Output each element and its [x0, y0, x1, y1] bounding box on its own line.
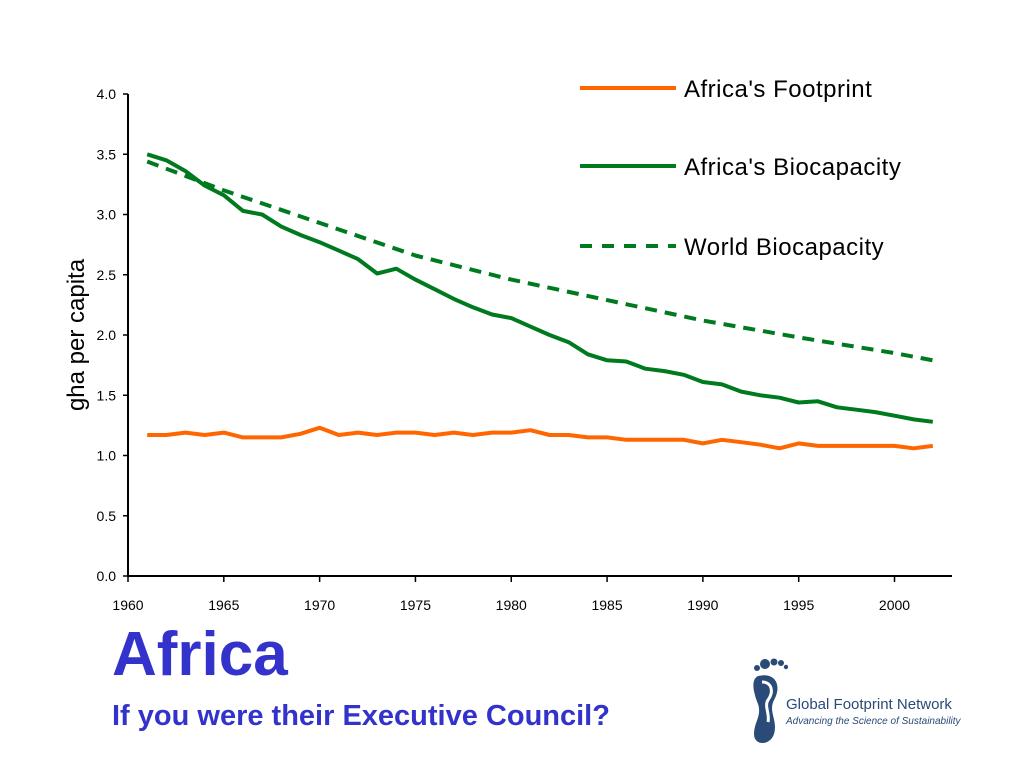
y-tick-label: 0.5 — [97, 508, 117, 524]
x-tick-label: 1995 — [783, 597, 814, 613]
y-tick-label: 2.0 — [97, 327, 117, 343]
x-tick-label: 1970 — [304, 597, 335, 613]
y-tick-label: 1.5 — [97, 387, 117, 403]
slide-title: Africa — [112, 620, 288, 689]
x-tick-label: 1980 — [496, 597, 527, 613]
x-tick-label: 1965 — [208, 597, 239, 613]
x-tick-label: 1975 — [400, 597, 431, 613]
y-tick-label: 3.5 — [97, 146, 117, 162]
y-tick-label: 4.0 — [97, 86, 117, 102]
y-tick-label: 2.5 — [97, 267, 117, 283]
x-tick-label: 1985 — [591, 597, 622, 613]
series-line-0 — [147, 425, 934, 451]
chart-axes: 0.0 0.5 1.0 1.5 2.0 2.5 3.0 3.5 4.0 1960 1965 1970 1… — [97, 86, 952, 613]
legend-label-1: Africa's Biocapacity — [684, 154, 901, 181]
plot-area — [146, 152, 934, 451]
chart-legend: Africa's Footprint Africa's Biocapacity Wo… — [580, 76, 901, 261]
logo-tagline: Advancing the Science of Sustainability — [786, 716, 961, 727]
y-axis-label: gha per capita — [63, 258, 90, 411]
legend-label-2: World Biocapacity — [684, 234, 884, 261]
series-line-1 — [146, 152, 934, 424]
x-tick-label: 1960 — [112, 597, 143, 613]
global-footprint-network-logo: Global Footprint Network Advancing the S… — [748, 656, 978, 748]
x-tick-label: 1990 — [687, 597, 718, 613]
legend-label-0: Africa's Footprint — [684, 76, 872, 103]
y-tick-label: 0.0 — [97, 568, 117, 584]
y-tick-label: 1.0 — [97, 448, 117, 464]
footprint-icon — [753, 658, 788, 743]
logo-name: Global Footprint Network — [786, 696, 952, 713]
series-line-2 — [146, 159, 934, 363]
slide-subtitle: If you were their Executive Council? — [112, 700, 610, 732]
y-tick-label: 3.0 — [97, 207, 117, 223]
x-tick-label: 2000 — [879, 597, 910, 613]
